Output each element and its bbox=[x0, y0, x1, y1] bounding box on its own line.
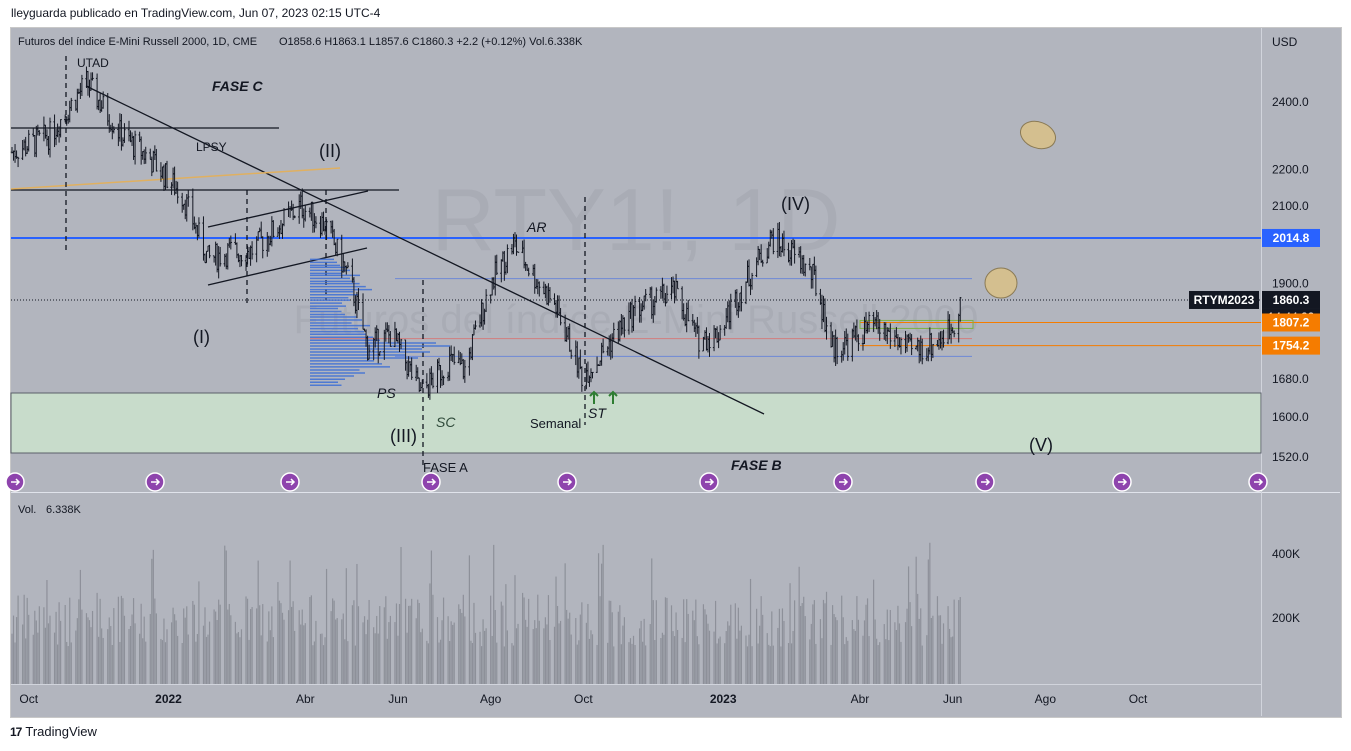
time-tick: Abr bbox=[851, 692, 870, 706]
price-tick: 1900.0 bbox=[1272, 277, 1309, 291]
label-wave-iii: (III) bbox=[390, 426, 417, 446]
label-fase-a: FASE A bbox=[423, 460, 468, 475]
brand-name: TradingView bbox=[25, 724, 97, 739]
tradingview-logo-icon: 17 bbox=[10, 724, 22, 739]
time-tick: Jun bbox=[388, 692, 407, 706]
event-arrow-icon bbox=[1254, 478, 1264, 486]
time-tick: Jun bbox=[943, 692, 962, 706]
legend-symbol: Futuros del índice E-Mini Russell 2000, … bbox=[18, 36, 257, 48]
volume-ticks: 400K 200K bbox=[1272, 547, 1300, 625]
support-zone[interactable] bbox=[10, 392, 1262, 454]
time-axis[interactable] bbox=[11, 684, 1261, 716]
watermark-symbol: RTY1!, 1D bbox=[431, 170, 840, 269]
currency-label: USD bbox=[1272, 35, 1298, 49]
tradingview-brand[interactable]: 17 TradingView bbox=[10, 724, 97, 739]
time-tick: Abr bbox=[296, 692, 315, 706]
small-range-box bbox=[859, 319, 974, 329]
price-tick: 2400.0 bbox=[1272, 95, 1309, 109]
label-lpsy: LPSY bbox=[196, 140, 227, 154]
event-arrow-icon bbox=[981, 478, 991, 486]
target-ellipse-upper[interactable] bbox=[1017, 117, 1060, 154]
drawings bbox=[10, 56, 765, 468]
event-arrow-icon bbox=[151, 478, 161, 486]
time-tick: Ago bbox=[480, 692, 502, 706]
symbol-tag: RTYM2023 bbox=[1194, 293, 1255, 307]
time-tick: Ago bbox=[1035, 692, 1057, 706]
volume-tick: 400K bbox=[1272, 547, 1300, 561]
time-tick: Oct bbox=[1129, 692, 1148, 706]
symbol-tag-bg bbox=[1189, 290, 1259, 309]
label-ar: AR bbox=[526, 219, 546, 235]
time-tick: 2023 bbox=[710, 692, 737, 706]
price-tick: 1520.0 bbox=[1272, 450, 1309, 464]
price-label-1807: 1807.2 bbox=[1273, 315, 1310, 329]
event-arrow-icon bbox=[839, 478, 849, 486]
time-tick: Oct bbox=[19, 692, 38, 706]
label-wave-iv: (IV) bbox=[781, 194, 810, 214]
volume-bars bbox=[11, 542, 961, 684]
event-icons bbox=[5, 472, 1268, 492]
label-wave-v: (V) bbox=[1029, 435, 1053, 455]
event-arrow-icon bbox=[11, 478, 21, 486]
price-label-1754-bg bbox=[1262, 336, 1320, 355]
event-arrow-icon bbox=[705, 478, 715, 486]
price-label-1807-bg bbox=[1262, 313, 1320, 332]
volume-pane[interactable] bbox=[11, 494, 1261, 684]
price-ticks: 2400.0 2200.0 2100.0 1900.0 1680.0 1600.0 1520… bbox=[1272, 95, 1309, 464]
event-arrow-icon bbox=[563, 478, 573, 486]
label-utad: UTAD bbox=[77, 56, 109, 70]
st-arrows bbox=[589, 390, 618, 404]
legend-ohlc: O1858.6 H1863.1 L1857.6 C1860.3 +2.2 (+0… bbox=[279, 36, 583, 48]
price-label-last: 1860.3 bbox=[1273, 293, 1310, 307]
label-wave-i: (I) bbox=[193, 327, 210, 347]
publisher-credit: lleyguarda publicado en TradingView.com,… bbox=[11, 6, 381, 20]
price-label-2014: 2014.8 bbox=[1273, 231, 1310, 245]
time-tick: 2022 bbox=[155, 692, 182, 706]
label-st: ST bbox=[588, 405, 607, 421]
price-label-2014-bg bbox=[1262, 228, 1320, 247]
price-tick: 1600.0 bbox=[1272, 410, 1309, 424]
volume-tick: 200K bbox=[1272, 611, 1300, 625]
price-axis[interactable] bbox=[1261, 28, 1340, 716]
event-arrow-icon bbox=[1118, 478, 1128, 486]
time-ticks: Oct 2022 Abr Jun Ago Oct 2023 Abr Jun Ago Oct bbox=[19, 692, 1148, 706]
label-sc: SC bbox=[436, 414, 456, 430]
label-semanal: Semanal bbox=[530, 416, 581, 431]
channel-top-line bbox=[207, 190, 369, 228]
volume-value: 6.338K bbox=[46, 504, 82, 516]
price-tick: 1680.0 bbox=[1272, 372, 1309, 386]
event-arrow-icon bbox=[427, 478, 437, 486]
level-lines bbox=[11, 236, 1261, 357]
time-tick: Oct bbox=[574, 692, 593, 706]
price-label-last-bg bbox=[1262, 290, 1320, 309]
price-label-1754: 1754.2 bbox=[1273, 339, 1310, 353]
price-tick: 2200.0 bbox=[1272, 163, 1309, 177]
price-tick: 2100.0 bbox=[1272, 199, 1309, 213]
channel-bottom-line bbox=[207, 247, 368, 286]
label-fase-b: FASE B bbox=[731, 457, 782, 473]
label-fase-c: FASE C bbox=[212, 78, 263, 94]
target-ellipse-lower[interactable] bbox=[984, 267, 1018, 299]
label-wave-ii: (II) bbox=[319, 141, 341, 161]
label-ps: PS bbox=[377, 385, 396, 401]
volume-label: Vol. bbox=[18, 504, 36, 516]
annotations: UTAD FASE C LPSY (II) (I) (III) (IV) (V)… bbox=[77, 56, 1053, 475]
event-arrow-icon bbox=[286, 478, 296, 486]
candles bbox=[10, 66, 962, 400]
main-downtrend-line bbox=[85, 85, 765, 415]
